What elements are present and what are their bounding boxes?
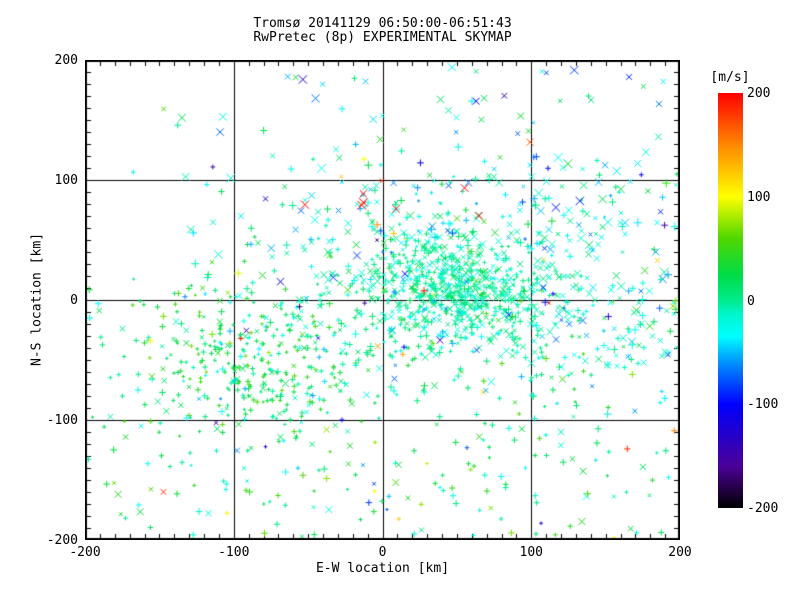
colorbar-tick-label: -200 [747,501,779,516]
colorbar-tick-label: -100 [747,397,779,413]
y-axis-tick-label: 200 [54,53,78,68]
chart-subtitle: RwPretec (8p) EXPERIMENTAL SKYMAP [253,30,512,45]
y-axis-tick-label: -200 [46,533,78,548]
colorbar-tick-label: 200 [747,86,771,101]
colorbar-tick-label: 100 [747,189,771,205]
x-axis-label: E-W location [km] [315,561,450,576]
skymap-scatter-canvas [85,60,680,540]
chart-title: Tromsø 20141129 06:50:00-06:51:43 [253,16,512,31]
colorbar [718,93,743,508]
y-axis-tick-label: -100 [46,413,78,428]
x-axis-tick-label: 0 [378,545,387,560]
x-axis-tick-label: -100 [218,545,250,560]
x-axis-tick-label: 200 [668,545,692,560]
colorbar-units-label: [m/s] [710,70,750,85]
colorbar-tick-label: 0 [747,293,755,309]
y-axis-tick-label: 0 [70,293,78,308]
y-axis-tick-label: 100 [54,173,78,188]
x-axis-tick-label: 100 [519,545,543,560]
plot-area [85,60,680,540]
x-axis-tick-label: -200 [69,545,101,560]
